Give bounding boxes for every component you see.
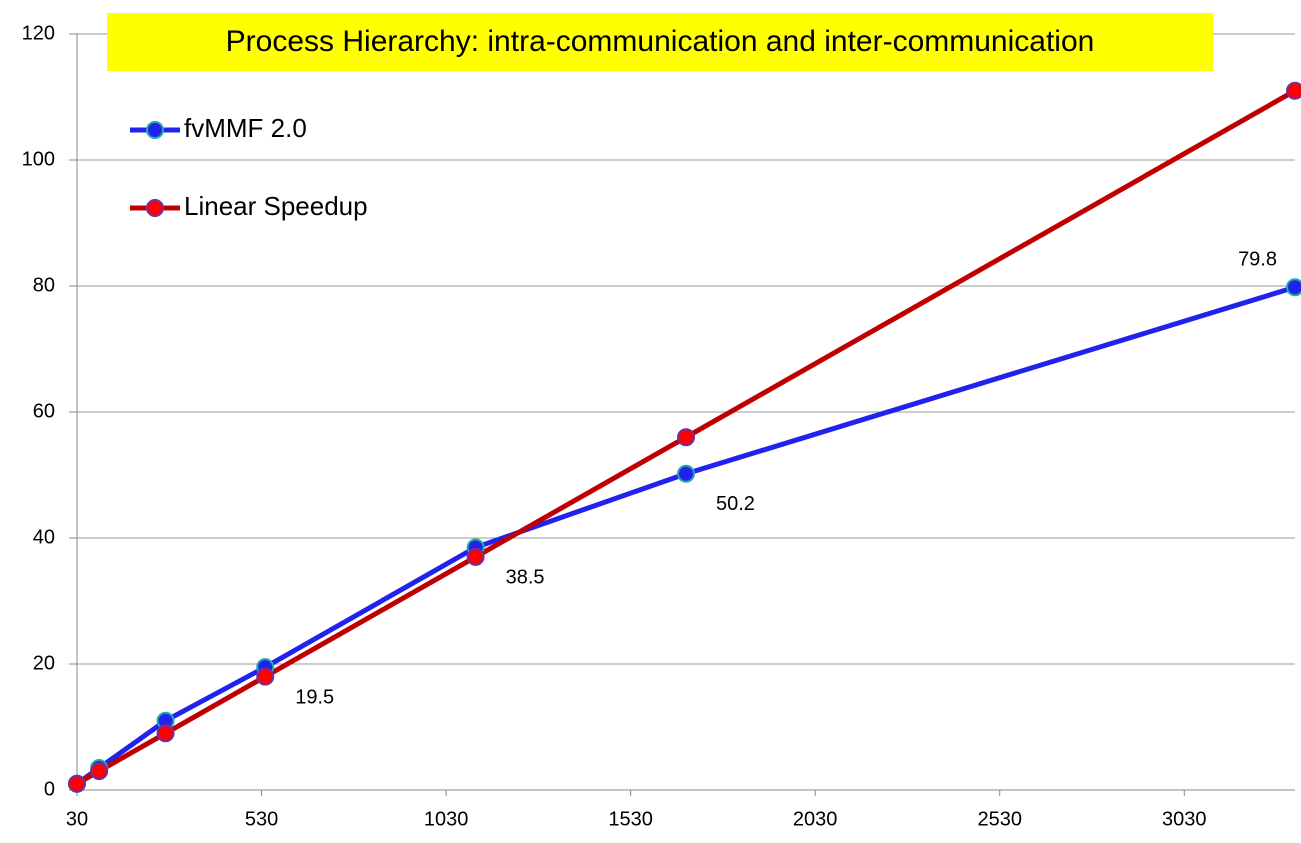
series-line	[75, 284, 1296, 786]
data-point	[466, 547, 485, 566]
chart-title: Process Hierarchy: intra-communication a…	[226, 25, 1095, 58]
y-tick-label: 60	[33, 400, 55, 422]
y-tick-label: 80	[33, 274, 55, 296]
legend-marker	[146, 121, 164, 139]
x-tick-label: 1030	[424, 808, 469, 830]
data-point	[677, 464, 695, 483]
y-tick-label: 100	[22, 148, 55, 170]
y-tick-label: 120	[22, 22, 55, 44]
data-label: 38.5	[506, 567, 545, 589]
data-point	[68, 774, 86, 793]
data-point	[1286, 81, 1301, 100]
legend-label: fvMMF 2.0	[184, 113, 307, 143]
data-label: 50.2	[716, 493, 755, 515]
data-point	[677, 428, 695, 447]
y-tick-label: 40	[33, 526, 55, 548]
x-tick-label: 30	[66, 808, 88, 830]
data-point	[1286, 278, 1301, 297]
data-point	[90, 762, 109, 781]
data-point	[156, 724, 175, 743]
legend-marker	[146, 199, 164, 217]
data-point	[256, 667, 275, 686]
x-tick-label: 3030	[1162, 808, 1207, 830]
legend-label: Linear Speedup	[184, 191, 368, 221]
x-tick-label: 1530	[608, 808, 653, 830]
y-tick-label: 0	[44, 778, 55, 800]
x-tick-label: 2030	[793, 808, 838, 830]
title-box	[107, 13, 1213, 71]
y-tick-label: 20	[33, 652, 55, 674]
data-label: 19.5	[295, 686, 334, 708]
x-tick-label: 2530	[977, 808, 1022, 830]
data-label: 79.8	[1238, 249, 1277, 271]
x-tick-label: 530	[245, 808, 278, 830]
